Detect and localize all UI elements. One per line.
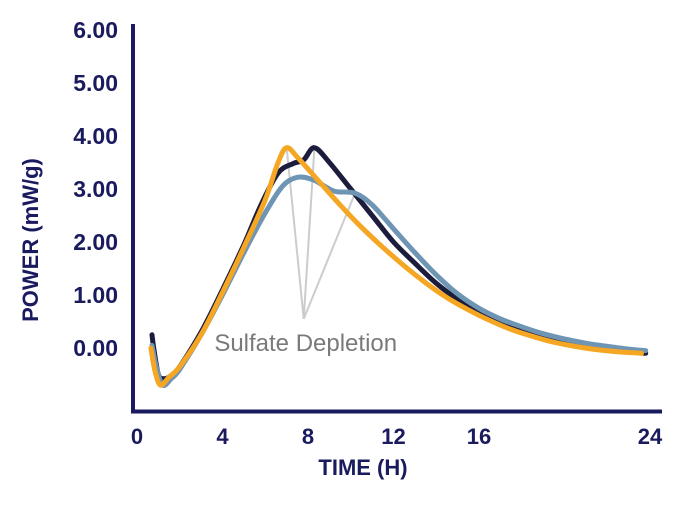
annotation-leader-lines	[285, 147, 356, 320]
y-tick-label: 4.00	[73, 123, 118, 149]
x-tick-label: 12	[381, 424, 405, 449]
y-axis-title: POWER (mW/g)	[18, 158, 43, 322]
y-tick-label: 5.00	[73, 70, 118, 96]
y-tick-label: 2.00	[73, 229, 118, 255]
y-tick-label: 6.00	[73, 17, 118, 43]
y-tick-label: 1.00	[73, 282, 118, 308]
x-tick-label: 24	[638, 424, 663, 449]
y-tick-label: 0.00	[73, 335, 118, 361]
x-tick-label: 4	[216, 424, 229, 449]
series-layer	[148, 145, 649, 388]
y-axis-ticks: 0.00 1.00 2.00 3.00 4.00 5.00 6.00	[73, 17, 118, 361]
x-tick-label: 16	[467, 424, 491, 449]
x-axis-ticks: 0 4 8 12 16 24	[131, 424, 663, 449]
series-line-orange	[148, 145, 644, 388]
annotation-sulfate-depletion: Sulfate Depletion	[214, 330, 397, 357]
y-tick-label: 3.00	[73, 176, 118, 202]
x-tick-label: 0	[131, 424, 143, 449]
annotation-leader-line	[285, 147, 305, 319]
x-axis-title: TIME (H)	[318, 455, 407, 480]
x-tick-label: 8	[302, 424, 314, 449]
